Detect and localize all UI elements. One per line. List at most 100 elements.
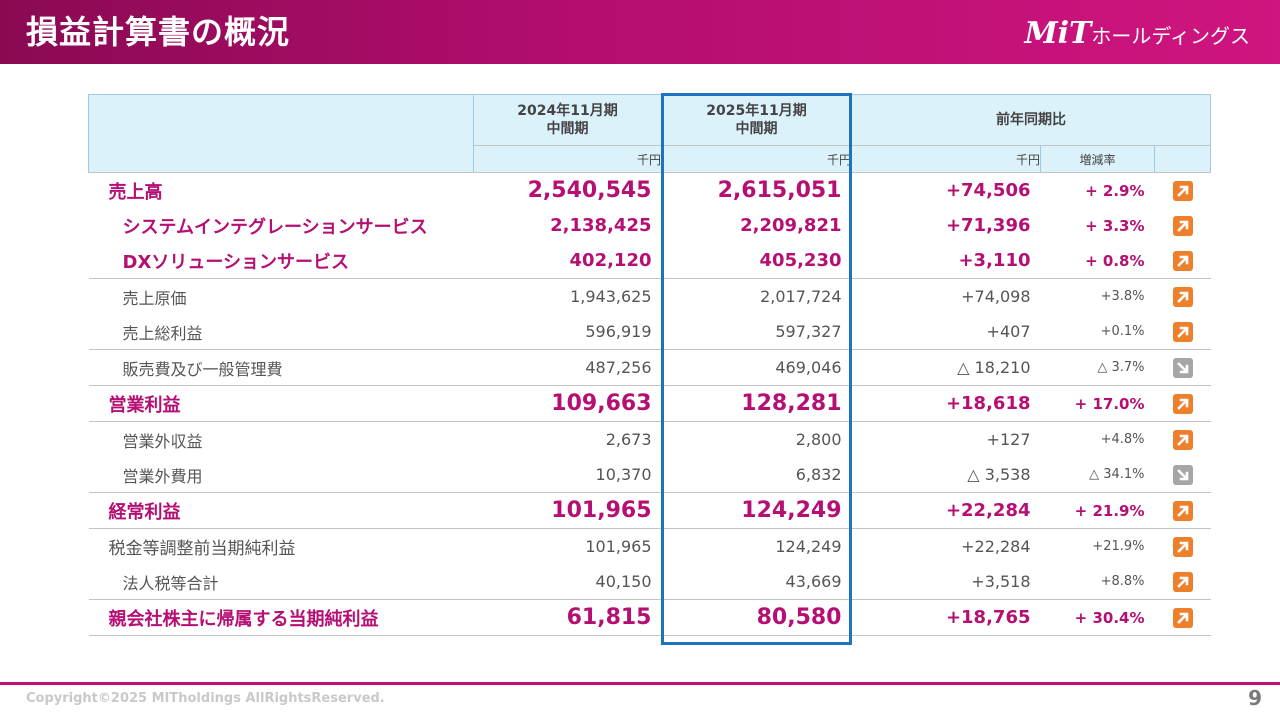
table-row: 売上原価 1,943,625 2,017,724 +74,098 +3.8% xyxy=(89,279,1211,315)
trend-up-arrow-icon xyxy=(1172,393,1193,414)
logo-text: ホールディングス xyxy=(1091,24,1250,48)
row-label: 親会社株主に帰属する当期純利益 xyxy=(88,599,474,636)
yoy-change-value: +127 xyxy=(986,430,1031,449)
prev-period-value: 101,965 xyxy=(585,537,652,556)
unit-row: 千円 千円 千円 増減率 xyxy=(89,145,1212,173)
yoy-change-value: △ 18,210 xyxy=(851,349,1041,386)
trend-cell xyxy=(1154,564,1211,600)
table-row: 法人税等合計 40,150 43,669 +3,518 +8.8% xyxy=(88,564,1211,600)
trend-cell xyxy=(1154,314,1211,350)
yoy-rate-value: △ 3.7% xyxy=(1040,349,1155,386)
current-period-value: 6,832 xyxy=(661,457,852,493)
table-row: 売上高 2,540,545 2,615,051 +74,506 + 2.9% xyxy=(89,173,1211,209)
row-label: システムインテグレーションサービス xyxy=(122,216,428,238)
current-period-value: 597,327 xyxy=(661,314,852,350)
prev-period-value: 2,673 xyxy=(605,430,652,449)
prev-period-value: 101,965 xyxy=(473,492,662,529)
current-period-value: 124,249 xyxy=(661,492,852,529)
yoy-rate-value: +0.1% xyxy=(1040,314,1155,350)
row-label: 税金等調整前当期純利益 xyxy=(108,539,296,559)
table-row: 経常利益 101,965 124,249 +22,284 + 21.9% xyxy=(88,492,1211,529)
yoy-rate-value: + 17.0% xyxy=(1040,385,1155,422)
header-curr-period: 2025年11月期 中間期 xyxy=(661,94,852,146)
footer-divider xyxy=(0,682,1280,685)
current-period-value: 43,669 xyxy=(661,564,852,600)
header-prev-period: 2024年11月期 中間期 xyxy=(473,94,662,146)
row-label: 営業外費用 xyxy=(88,457,474,493)
logo-mark: MiT xyxy=(1024,16,1092,51)
prev-period-value: 61,815 xyxy=(473,599,662,636)
yoy-change-value: +71,396 xyxy=(945,215,1031,236)
yoy-rate-value: + 2.9% xyxy=(1085,181,1145,200)
prev-period-value: 2,540,545 xyxy=(527,178,652,203)
yoy-rate-value: +8.8% xyxy=(1040,564,1155,600)
table-row: 親会社株主に帰属する当期純利益 61,815 80,580 +18,765 + 30.4… xyxy=(88,599,1211,636)
unit-label-curr: 千円 xyxy=(661,145,852,173)
trend-cell xyxy=(1154,385,1211,422)
trend-cell xyxy=(1154,492,1211,529)
current-period-value: 2,615,051 xyxy=(717,178,842,203)
yoy-change-value: +3,110 xyxy=(851,243,1041,279)
table-row: 営業外収益 2,673 2,800 +127 +4.8% xyxy=(89,422,1211,458)
trend-up-arrow-icon xyxy=(1172,429,1193,450)
row-label: 売上高 xyxy=(108,181,163,203)
yoy-change-value: △ 3,538 xyxy=(851,457,1041,493)
table-row: 税金等調整前当期純利益 101,965 124,249 +22,284 +21.9% xyxy=(89,529,1211,565)
trend-cell xyxy=(1155,422,1211,458)
table-row: 売上総利益 596,919 597,327 +407 +0.1% xyxy=(88,314,1211,350)
trend-up-arrow-icon xyxy=(1172,571,1193,592)
current-period-value: 2,800 xyxy=(795,430,842,449)
table-row: 営業外費用 10,370 6,832 △ 3,538 △ 34.1% xyxy=(88,457,1211,493)
yoy-rate-value: + 3.3% xyxy=(1085,216,1145,235)
prev-period-value: 40,150 xyxy=(473,564,662,600)
yoy-rate-value: +4.8% xyxy=(1100,432,1145,447)
trend-up-arrow-icon xyxy=(1172,250,1193,271)
trend-cell xyxy=(1154,599,1211,636)
trend-up-arrow-icon xyxy=(1172,286,1193,307)
trend-cell xyxy=(1155,529,1211,565)
header-row: 2024年11月期 中間期 2025年11月期 中間期 前年同期比 xyxy=(88,94,1212,173)
unit-label-prev: 千円 xyxy=(473,145,662,173)
row-label: 売上総利益 xyxy=(88,314,474,350)
row-label: DXソリューションサービス xyxy=(88,243,474,279)
table-body: 売上高 2,540,545 2,615,051 +74,506 + 2.9% システムイン… xyxy=(88,173,1211,636)
current-period-value: 128,281 xyxy=(661,385,852,422)
row-label: 売上原価 xyxy=(122,288,187,308)
current-period-value: 124,249 xyxy=(775,537,842,556)
yoy-change-value: +18,618 xyxy=(851,385,1041,422)
current-period-value: 2,209,821 xyxy=(740,215,842,236)
prev-period-value: 487,256 xyxy=(473,349,662,386)
unit-label-blank xyxy=(1153,145,1212,173)
yoy-change-value: +22,284 xyxy=(851,492,1041,529)
header-yoy: 前年同期比 xyxy=(850,94,1212,146)
table-row: システムインテグレーションサービス 2,138,425 2,209,821 +71,3… xyxy=(89,208,1211,243)
yoy-change-value: +74,506 xyxy=(945,180,1031,201)
company-logo: MiTホールディングス xyxy=(1024,16,1250,56)
unit-label-delta: 千円 xyxy=(851,145,1041,173)
yoy-rate-value: + 0.8% xyxy=(1040,243,1155,279)
income-statement-table: 2024年11月期 中間期 2025年11月期 中間期 前年同期比 千円 千円 千円… xyxy=(88,94,1212,636)
table-row: 販売費及び一般管理費 487,256 469,046 △ 18,210 △ 3.7% xyxy=(88,349,1211,386)
trend-up-arrow-icon xyxy=(1172,215,1193,236)
unit-label-rate: 増減率 xyxy=(1040,145,1155,173)
yoy-change-value: +3,518 xyxy=(851,564,1041,600)
trend-cell xyxy=(1154,243,1211,279)
header-blank-cell xyxy=(88,94,474,173)
yoy-change-value: +18,765 xyxy=(851,599,1041,636)
trend-up-arrow-icon xyxy=(1172,321,1193,342)
trend-up-arrow-icon xyxy=(1172,500,1193,521)
copyright-text: Copyright©2025 MITholdings AllRightsRese… xyxy=(26,691,385,706)
yoy-change-value: +407 xyxy=(851,314,1041,350)
trend-up-arrow-icon xyxy=(1172,180,1193,201)
prev-period-value: 596,919 xyxy=(473,314,662,350)
yoy-rate-value: △ 34.1% xyxy=(1040,457,1155,493)
current-period-value: 2,017,724 xyxy=(760,287,842,306)
trend-cell xyxy=(1155,173,1211,209)
yoy-rate-value: + 30.4% xyxy=(1040,599,1155,636)
trend-down-arrow-icon xyxy=(1172,464,1193,485)
row-label: 営業外収益 xyxy=(122,431,203,451)
trend-up-arrow-icon xyxy=(1172,607,1193,628)
yoy-change-value: +74,098 xyxy=(961,287,1031,306)
trend-down-arrow-icon xyxy=(1172,357,1193,378)
prev-period-value: 1,943,625 xyxy=(570,287,652,306)
